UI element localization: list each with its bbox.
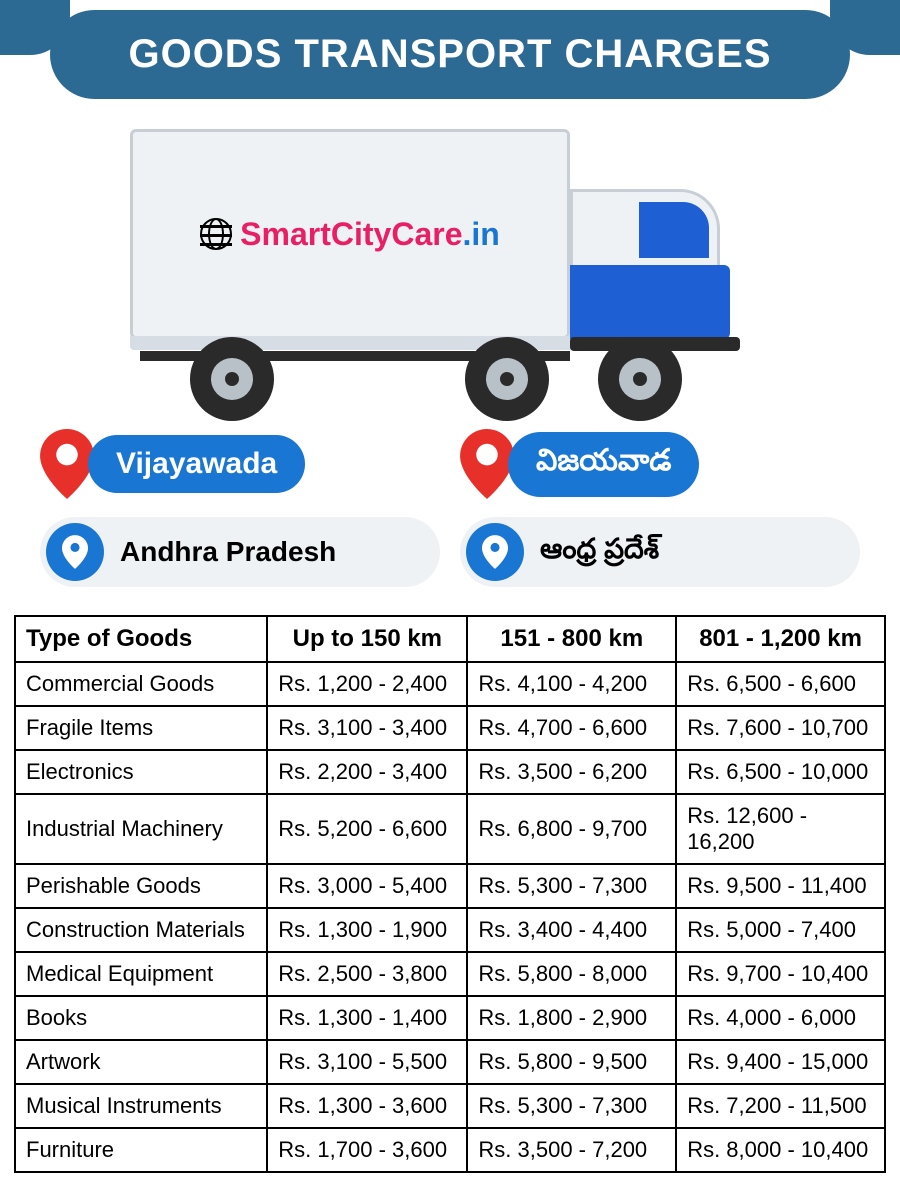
- table-cell: Rs. 7,200 - 11,500: [676, 1084, 885, 1128]
- table-cell: Rs. 6,500 - 10,000: [676, 750, 885, 794]
- table-cell: Rs. 3,100 - 3,400: [267, 706, 467, 750]
- table-row: FurnitureRs. 1,700 - 3,600Rs. 3,500 - 7,…: [15, 1128, 885, 1172]
- table-cell: Rs. 2,200 - 3,400: [267, 750, 467, 794]
- cab-window: [639, 202, 709, 258]
- table-cell: Construction Materials: [15, 908, 267, 952]
- locations-row: Vijayawada Andhra Pradesh విజయవాడ ఆంధ్ర …: [0, 429, 900, 587]
- table-cell: Rs. 12,600 - 16,200: [676, 794, 885, 864]
- table-cell: Rs. 6,800 - 9,700: [467, 794, 676, 864]
- table-cell: Books: [15, 996, 267, 1040]
- table-cell: Rs. 1,200 - 2,400: [267, 662, 467, 706]
- table-cell: Rs. 3,500 - 7,200: [467, 1128, 676, 1172]
- table-cell: Rs. 5,200 - 6,600: [267, 794, 467, 864]
- table-row: Commercial GoodsRs. 1,200 - 2,400Rs. 4,1…: [15, 662, 885, 706]
- state-row: ఆంధ్ర ప్రదేశ్: [460, 517, 860, 587]
- charges-table-wrap: Type of Goods Up to 150 km 151 - 800 km …: [14, 615, 886, 1173]
- truck-wheel-icon: [465, 337, 549, 421]
- header: GOODS TRANSPORT CHARGES: [0, 0, 900, 99]
- state-label: Andhra Pradesh: [120, 536, 336, 568]
- table-header-row: Type of Goods Up to 150 km 151 - 800 km …: [15, 616, 885, 662]
- truck-cab: [570, 189, 730, 339]
- table-cell: Rs. 9,400 - 15,000: [676, 1040, 885, 1084]
- table-cell: Rs. 1,300 - 1,900: [267, 908, 467, 952]
- state-label: ఆంధ్ర ప్రదేశ్: [540, 533, 659, 572]
- table-row: Construction MaterialsRs. 1,300 - 1,900R…: [15, 908, 885, 952]
- col-header: 801 - 1,200 km: [676, 616, 885, 662]
- table-cell: Rs. 3,000 - 5,400: [267, 864, 467, 908]
- table-cell: Rs. 4,000 - 6,000: [676, 996, 885, 1040]
- table-cell: Medical Equipment: [15, 952, 267, 996]
- truck-box: SmartCityCare.in: [130, 129, 570, 339]
- table-cell: Perishable Goods: [15, 864, 267, 908]
- truck-wheel-icon: [598, 337, 682, 421]
- location-left: Vijayawada Andhra Pradesh: [40, 429, 440, 587]
- table-cell: Rs. 5,300 - 7,300: [467, 1084, 676, 1128]
- col-header: Type of Goods: [15, 616, 267, 662]
- col-header: 151 - 800 km: [467, 616, 676, 662]
- table-cell: Rs. 5,800 - 8,000: [467, 952, 676, 996]
- table-cell: Artwork: [15, 1040, 267, 1084]
- brand-name-right: .in: [462, 216, 499, 252]
- table-cell: Rs. 4,100 - 4,200: [467, 662, 676, 706]
- table-row: ElectronicsRs. 2,200 - 3,400Rs. 3,500 - …: [15, 750, 885, 794]
- table-cell: Commercial Goods: [15, 662, 267, 706]
- table-cell: Rs. 5,800 - 9,500: [467, 1040, 676, 1084]
- table-cell: Rs. 1,300 - 1,400: [267, 996, 467, 1040]
- table-cell: Rs. 3,500 - 6,200: [467, 750, 676, 794]
- brand-name-left: SmartCityCare: [240, 216, 462, 252]
- table-cell: Rs. 5,000 - 7,400: [676, 908, 885, 952]
- table-cell: Fragile Items: [15, 706, 267, 750]
- state-row: Andhra Pradesh: [40, 517, 440, 587]
- table-cell: Rs. 5,300 - 7,300: [467, 864, 676, 908]
- city-pill: Vijayawada: [88, 435, 305, 493]
- truck-wheel-icon: [190, 337, 274, 421]
- city-pill: విజయవాడ: [508, 432, 699, 497]
- city-row: Vijayawada: [40, 429, 440, 499]
- table-cell: Rs. 2,500 - 3,800: [267, 952, 467, 996]
- table-cell: Musical Instruments: [15, 1084, 267, 1128]
- circle-pin-icon: [466, 523, 524, 581]
- truck-illustration: SmartCityCare.in: [130, 119, 770, 419]
- table-cell: Electronics: [15, 750, 267, 794]
- cab-top: [570, 189, 720, 269]
- page-title: GOODS TRANSPORT CHARGES: [60, 32, 840, 77]
- table-row: BooksRs. 1,300 - 1,400Rs. 1,800 - 2,900R…: [15, 996, 885, 1040]
- location-pin-icon: [40, 429, 94, 499]
- table-cell: Furniture: [15, 1128, 267, 1172]
- table-cell: Rs. 1,700 - 3,600: [267, 1128, 467, 1172]
- table-row: Musical InstrumentsRs. 1,300 - 3,600Rs. …: [15, 1084, 885, 1128]
- table-cell: Rs. 8,000 - 10,400: [676, 1128, 885, 1172]
- col-header: Up to 150 km: [267, 616, 467, 662]
- table-row: Industrial MachineryRs. 5,200 - 6,600Rs.…: [15, 794, 885, 864]
- globe-icon: [200, 218, 232, 250]
- table-cell: Rs. 1,800 - 2,900: [467, 996, 676, 1040]
- cab-bottom: [570, 265, 730, 339]
- location-right: విజయవాడ ఆంధ్ర ప్రదేశ్: [460, 429, 860, 587]
- circle-pin-icon: [46, 523, 104, 581]
- table-cell: Rs. 3,400 - 4,400: [467, 908, 676, 952]
- header-pill: GOODS TRANSPORT CHARGES: [50, 10, 850, 99]
- table-cell: Rs. 6,500 - 6,600: [676, 662, 885, 706]
- table-row: ArtworkRs. 3,100 - 5,500Rs. 5,800 - 9,50…: [15, 1040, 885, 1084]
- table-cell: Rs. 3,100 - 5,500: [267, 1040, 467, 1084]
- table-row: Perishable GoodsRs. 3,000 - 5,400Rs. 5,3…: [15, 864, 885, 908]
- table-cell: Industrial Machinery: [15, 794, 267, 864]
- table-row: Fragile ItemsRs. 3,100 - 3,400Rs. 4,700 …: [15, 706, 885, 750]
- city-row: విజయవాడ: [460, 429, 860, 499]
- table-row: Medical EquipmentRs. 2,500 - 3,800Rs. 5,…: [15, 952, 885, 996]
- brand-text: SmartCityCare.in: [240, 216, 500, 253]
- table-cell: Rs. 9,700 - 10,400: [676, 952, 885, 996]
- charges-table: Type of Goods Up to 150 km 151 - 800 km …: [14, 615, 886, 1173]
- table-cell: Rs. 7,600 - 10,700: [676, 706, 885, 750]
- table-cell: Rs. 9,500 - 11,400: [676, 864, 885, 908]
- table-cell: Rs. 1,300 - 3,600: [267, 1084, 467, 1128]
- table-cell: Rs. 4,700 - 6,600: [467, 706, 676, 750]
- location-pin-icon: [460, 429, 514, 499]
